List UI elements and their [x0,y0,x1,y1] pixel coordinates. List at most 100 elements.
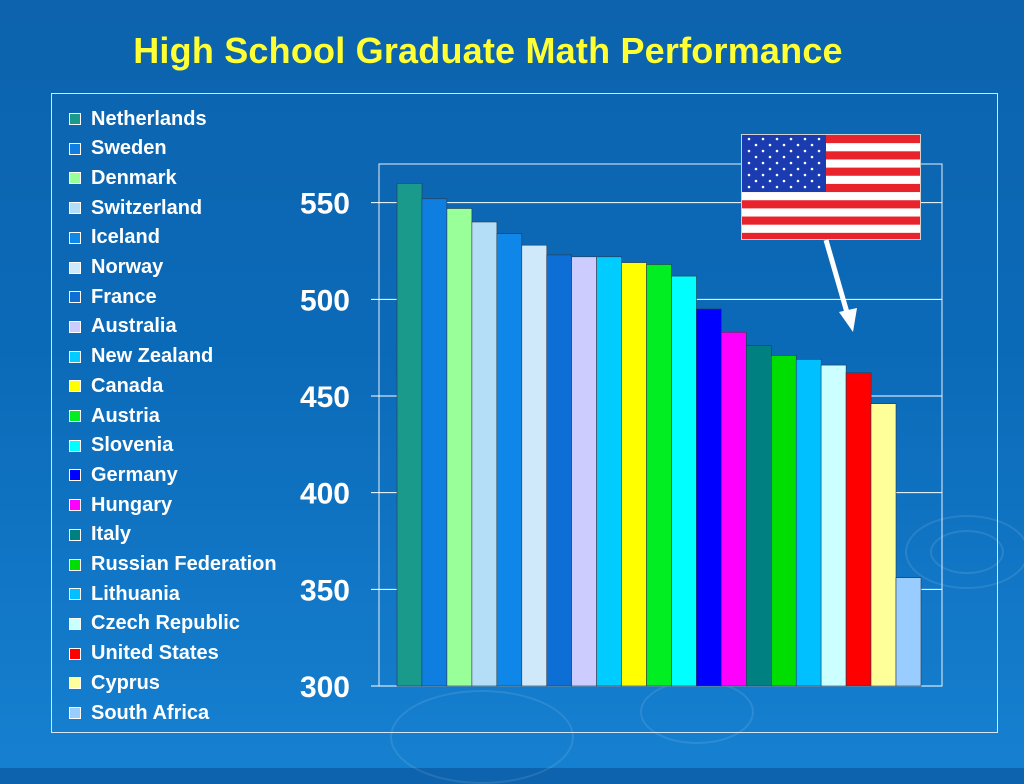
legend-label: Norway [91,256,164,278]
background-ripple [905,515,1024,589]
legend-swatch [69,410,81,422]
flag-star [754,155,758,159]
legend-swatch [69,142,81,155]
flag-star [747,161,751,165]
flag-star [817,185,821,189]
legend-label: Denmark [91,166,177,189]
legend-item: Netherlands [69,106,207,132]
legend-item: New Zealand [69,344,213,370]
flag-star [775,173,779,177]
bar-south-africa [895,577,922,687]
legend-swatch [69,499,81,512]
legend-label: Czech Republic [91,612,240,635]
flag-star [775,149,779,153]
flag-star [775,185,779,189]
legend-item: Lithuania [69,581,180,607]
legend-label: Canada [91,374,164,397]
legend-item: South Africa [69,700,209,726]
chart-frame [51,93,998,733]
legend-item: Australia [69,314,177,340]
flag-star [803,137,807,141]
legend-swatch [69,291,81,304]
legend-item: Germany [69,462,178,488]
flag-star [754,167,758,171]
legend-swatch [69,231,81,244]
legend-item: Czech Republic [69,611,240,637]
legend-item: United States [69,641,219,667]
y-tick-label: 550 [300,188,350,221]
legend-swatch [69,469,81,482]
legend-label: Netherlands [91,107,207,130]
legend-label: Germany [91,463,178,486]
bar-slovenia [671,275,697,687]
flag-stripe [742,224,920,234]
flag-star [768,143,772,147]
flag-star [747,149,751,153]
flag-star [789,185,793,189]
flag-star [775,161,779,165]
flag-star [747,137,751,141]
flag-star [796,167,800,171]
legend-label: Sweden [91,137,167,160]
flag-star [803,161,807,165]
flag-stripe [742,192,920,201]
bar-iceland [496,233,523,687]
flag-star [810,167,814,171]
bar-hungary [720,331,747,687]
flag-stripe [742,143,920,152]
flag-stripe [742,200,920,209]
bar-czech-republic [820,364,847,687]
bar-australia [571,256,597,687]
legend-swatch [69,647,81,660]
bar-lithuania [795,358,822,687]
us-flag-graphic [742,135,920,239]
flag-star [796,143,800,147]
legend-swatch [69,588,81,601]
legend-label: United States [91,642,219,665]
bar-canada [621,262,647,687]
flag-star [789,149,793,153]
bar-netherlands [396,183,423,687]
legend-swatch [69,172,81,185]
flag-stripe [742,216,920,225]
bar-cyprus [870,403,897,687]
legend-label: Lithuania [91,582,180,605]
legend-item: Hungary [69,492,172,518]
bar-italy [745,345,772,687]
legend-label: Russian Federation [91,553,277,575]
slide-title: High School Graduate Math Performance [133,30,843,71]
flag-star [817,161,821,165]
flag-star [803,173,807,177]
flag-star [754,179,758,183]
flag-stripe [742,208,920,217]
legend-item: Slovenia [69,433,173,459]
flag-star [747,185,751,189]
legend-item: Austria [69,403,160,429]
y-tick-label: 500 [300,284,350,317]
flag-stripe [742,175,920,185]
bar-germany [696,308,722,687]
legend-label: Australia [91,315,177,338]
flag-star [747,173,751,177]
y-tick-label: 400 [300,478,350,511]
legend-item: Cyprus [69,670,160,696]
legend-label: New Zealand [91,345,214,368]
legend-item: Sweden [69,136,167,162]
bar-france [546,254,573,687]
us-flag-icon [741,134,921,240]
legend-item: Norway [69,255,163,281]
legend-swatch [69,113,81,125]
flag-star [782,155,786,159]
legend-swatch [69,617,81,630]
flag-stripe [742,135,920,144]
flag-star [761,173,765,177]
legend-swatch [69,261,81,274]
flag-star [768,167,772,171]
legend-item: Denmark [69,165,177,191]
legend-swatch [69,528,81,541]
flag-star [768,155,772,159]
flag-star [796,155,800,159]
flag-star [789,161,793,165]
legend-swatch [69,202,81,215]
flag-star [789,137,793,141]
